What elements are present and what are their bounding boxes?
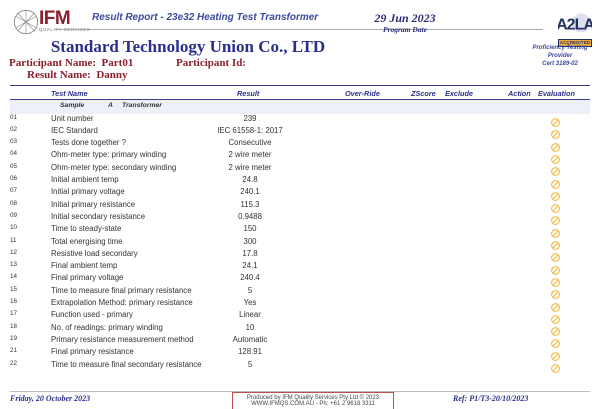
svg-text:A2LA: A2LA: [558, 17, 592, 34]
